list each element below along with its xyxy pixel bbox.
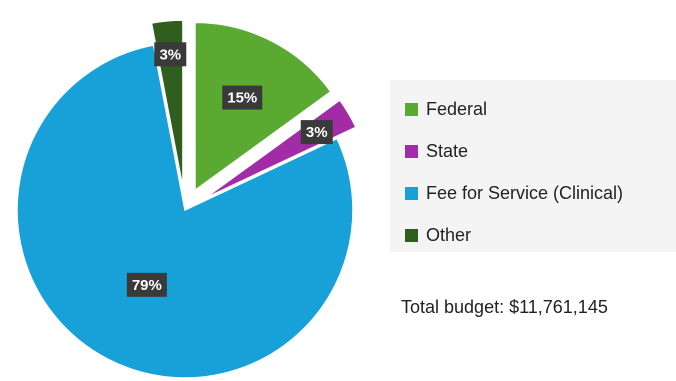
legend-swatch-federal	[405, 102, 418, 116]
legend-swatch-fee-for-service	[405, 186, 418, 200]
pie-slices	[16, 19, 357, 379]
legend-swatch-state	[405, 144, 418, 158]
svg-text:3%: 3%	[306, 124, 328, 141]
data-labels: 15% 3% 79% 3%	[126, 42, 333, 297]
pie-chart: 15% 3% 79% 3%	[16, 19, 357, 379]
legend-item-federal: Federal	[390, 88, 676, 130]
total-budget: Total budget: $11,761,145	[401, 297, 608, 317]
data-label-fee-for-service-clinical: 79%	[126, 272, 167, 297]
legend-label-other: Other	[426, 224, 472, 245]
svg-text:79%: 79%	[132, 277, 162, 294]
legend-swatch-other	[405, 228, 418, 242]
data-label-federal: 15%	[222, 85, 263, 110]
pie-slice-fee-for-service-clinical	[16, 44, 354, 379]
legend-item-fee-for-service: Fee for Service (Clinical)	[390, 172, 676, 214]
svg-text:15%: 15%	[227, 90, 257, 107]
legend-item-state: State	[390, 130, 676, 172]
data-label-state: 3%	[300, 120, 333, 145]
legend-label-fee-for-service: Fee for Service (Clinical)	[426, 182, 624, 203]
legend-label-state: State	[426, 140, 469, 161]
legend-item-other: Other	[390, 214, 676, 256]
data-label-other: 3%	[154, 42, 187, 67]
pie-slice-federal	[194, 21, 332, 192]
legend-label-federal: Federal	[426, 98, 488, 119]
svg-text:3%: 3%	[159, 46, 181, 63]
legend: Federal State Fee for Service (Clinical)…	[390, 80, 676, 252]
